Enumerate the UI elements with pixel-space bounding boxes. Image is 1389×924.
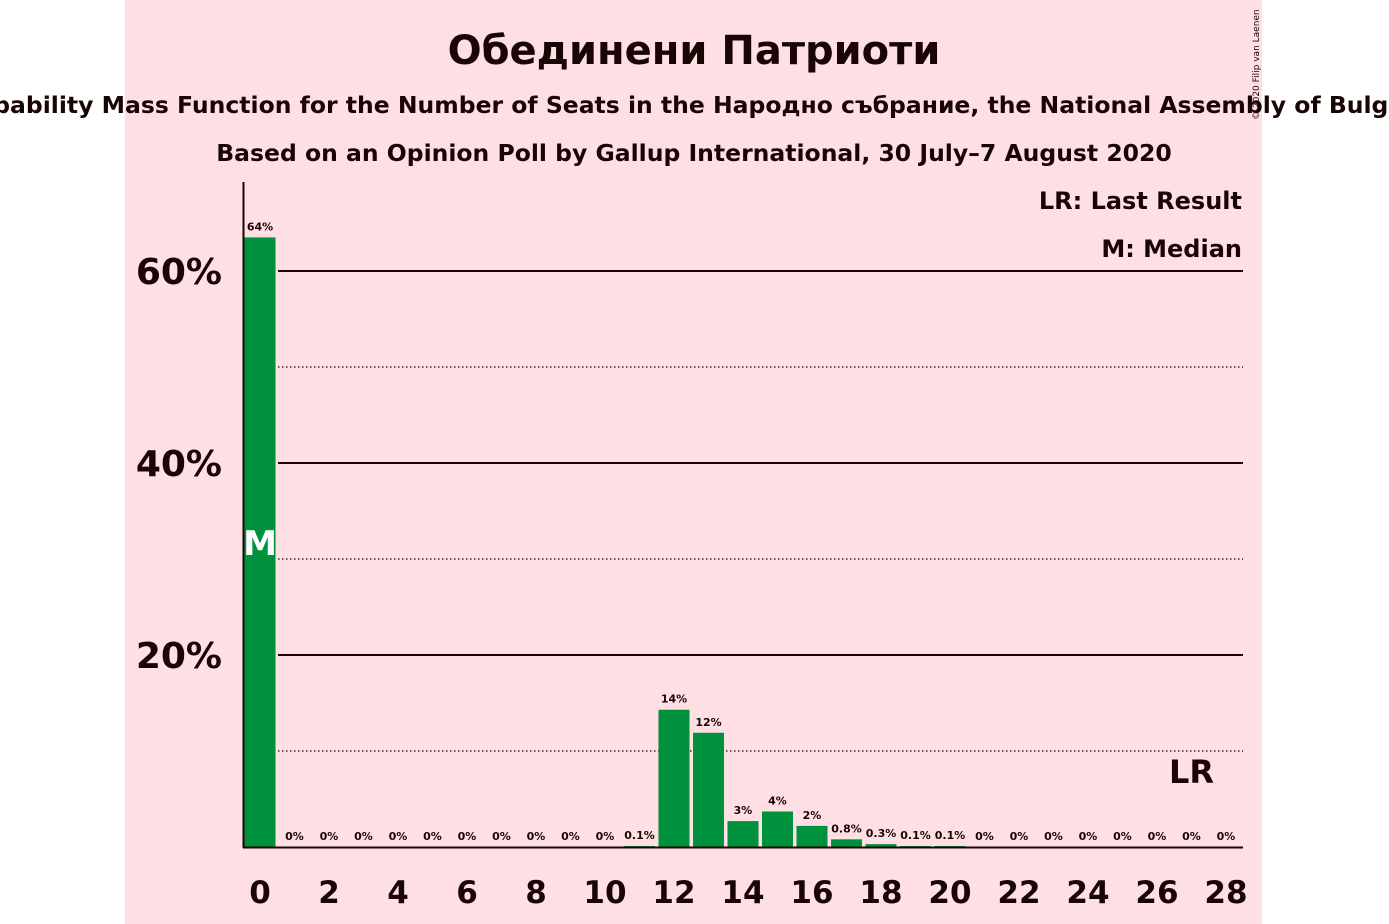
x-tick-label: 18 xyxy=(859,875,902,911)
bar-label-seat-11: 0.1% xyxy=(624,829,655,842)
y-tick-label: 60% xyxy=(136,252,222,293)
bar-label-seat-13: 12% xyxy=(695,716,721,729)
copyright-note: © 2020 Filip van Laenen xyxy=(1252,9,1262,120)
last-result-marker: LR xyxy=(1169,753,1214,791)
chart-title: Обединени Патриоти xyxy=(448,28,941,74)
median-marker: M xyxy=(243,524,277,564)
bar-label-seat-0: 64% xyxy=(247,220,273,233)
bar-label-seat-24: 0% xyxy=(1079,830,1098,843)
bar-label-seat-28: 0% xyxy=(1217,830,1236,843)
gridlines xyxy=(278,270,1243,752)
bar-seat-14 xyxy=(727,821,759,847)
markers: M LR xyxy=(243,524,1214,791)
bar-label-seat-4: 0% xyxy=(389,830,408,843)
chart-source: Based on an Opinion Poll by Gallup Inter… xyxy=(216,139,1172,167)
x-tick-label: 6 xyxy=(456,875,478,911)
bar-label-seat-25: 0% xyxy=(1113,830,1132,843)
x-tick-label: 14 xyxy=(721,875,764,911)
bar-labels: 64% 0% 0% 0% 0% 0% 0% 0% 0% 0% 0% 0.1% 14% 12% 3% 4% 2% 0… xyxy=(247,220,1236,843)
bar-label-seat-17: 0.8% xyxy=(831,822,862,835)
bar-label-seat-5: 0% xyxy=(423,830,442,843)
bar-seat-15 xyxy=(762,811,793,847)
bar-label-seat-23: 0% xyxy=(1044,830,1063,843)
x-axis-ticks: 0 2 4 6 8 10 12 14 16 18 20 22 24 26 28 xyxy=(249,875,1247,911)
x-tick-label: 4 xyxy=(387,875,409,911)
bar-label-seat-9: 0% xyxy=(561,830,580,843)
bar-label-seat-14: 3% xyxy=(734,804,753,817)
bar-label-seat-3: 0% xyxy=(354,830,373,843)
bar-label-seat-10: 0% xyxy=(596,830,615,843)
x-tick-label: 26 xyxy=(1135,875,1178,911)
bar-label-seat-6: 0% xyxy=(458,830,477,843)
x-tick-label: 22 xyxy=(997,875,1040,911)
bar-label-seat-12: 14% xyxy=(661,693,687,706)
bars xyxy=(244,237,966,847)
chart-subtitle: Probability Mass Function for the Number… xyxy=(0,91,1389,119)
bar-seat-16 xyxy=(796,825,828,847)
bar-label-seat-20: 0.1% xyxy=(935,829,966,842)
x-tick-label: 0 xyxy=(249,875,271,911)
bar-seat-18 xyxy=(865,844,897,847)
bar-label-seat-21: 0% xyxy=(975,830,994,843)
x-tick-label: 10 xyxy=(583,875,626,911)
bar-label-seat-18: 0.3% xyxy=(866,827,897,840)
bar-seat-0 xyxy=(244,237,276,847)
bar-seat-17 xyxy=(831,839,862,847)
bar-label-seat-8: 0% xyxy=(527,830,546,843)
legend-median: M: Median xyxy=(1101,235,1242,263)
y-axis-ticks: 20% 40% 60% xyxy=(136,252,222,677)
bar-label-seat-1: 0% xyxy=(285,830,304,843)
bar-label-seat-7: 0% xyxy=(492,830,511,843)
bar-seat-13 xyxy=(693,732,724,847)
bar-label-seat-22: 0% xyxy=(1010,830,1029,843)
bar-label-seat-19: 0.1% xyxy=(900,829,931,842)
bar-label-seat-2: 0% xyxy=(320,830,339,843)
x-tick-label: 28 xyxy=(1204,875,1247,911)
y-tick-label: 20% xyxy=(136,636,222,677)
x-tick-label: 16 xyxy=(790,875,833,911)
x-tick-label: 2 xyxy=(318,875,340,911)
bar-label-seat-26: 0% xyxy=(1148,830,1167,843)
legend-last-result: LR: Last Result xyxy=(1039,187,1242,215)
bar-label-seat-16: 2% xyxy=(803,809,822,822)
x-tick-label: 24 xyxy=(1066,875,1109,911)
bar-label-seat-27: 0% xyxy=(1182,830,1201,843)
x-tick-label: 8 xyxy=(525,875,547,911)
x-tick-label: 12 xyxy=(652,875,695,911)
bar-seat-12 xyxy=(658,709,690,847)
y-tick-label: 40% xyxy=(136,444,222,485)
x-tick-label: 20 xyxy=(928,875,971,911)
bar-label-seat-15: 4% xyxy=(768,794,787,807)
